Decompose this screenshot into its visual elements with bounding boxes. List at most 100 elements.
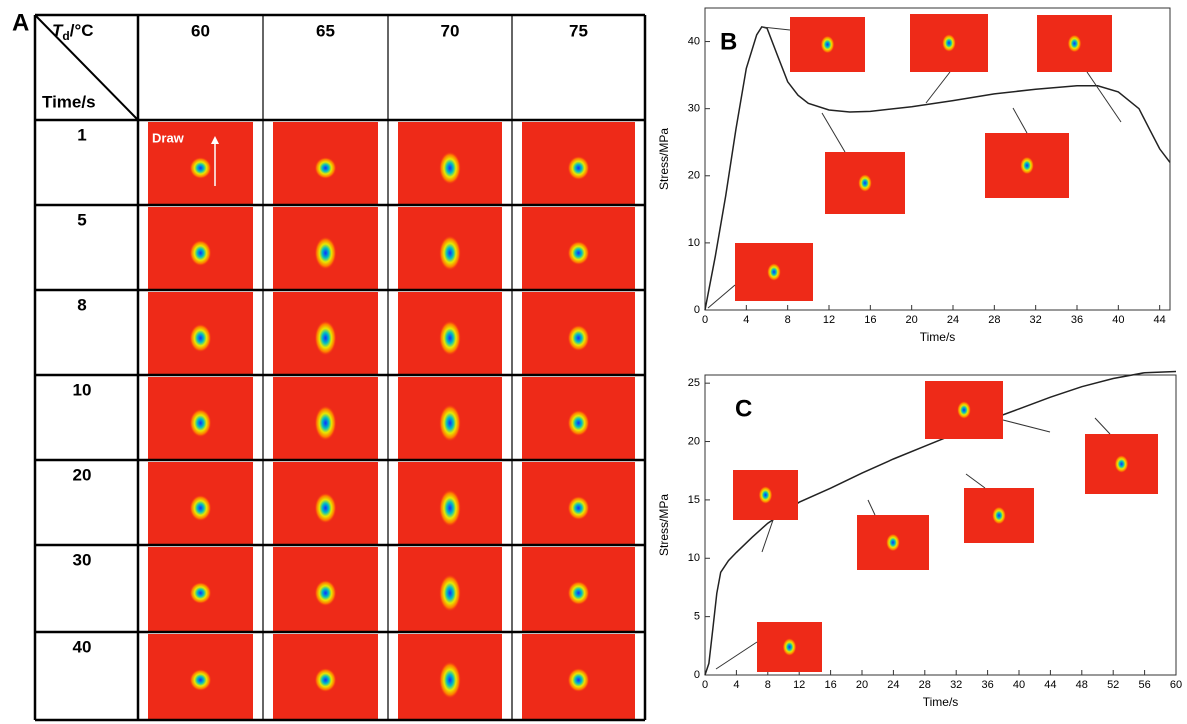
x-tick-label: 16 xyxy=(824,679,836,691)
x-tick-label: 12 xyxy=(823,314,835,326)
pointer-arrow xyxy=(822,113,845,152)
saxs-spot xyxy=(858,174,872,192)
saxs-spot xyxy=(190,157,212,179)
y-tick-label: 10 xyxy=(688,237,700,249)
saxs-spot xyxy=(568,581,590,605)
x-tick-label: 12 xyxy=(793,679,805,691)
saxs-spot xyxy=(759,486,773,504)
pointer-arrow xyxy=(716,642,757,669)
y-tick-label: 5 xyxy=(694,611,700,623)
column-label: 70 xyxy=(441,21,460,40)
x-tick-label: 4 xyxy=(743,314,749,326)
y-tick-label: 20 xyxy=(688,170,700,182)
y-axis-title: Stress/MPa xyxy=(657,128,671,190)
saxs-spot xyxy=(568,156,590,180)
x-axis-title: Time/s xyxy=(920,330,956,344)
column-label: 75 xyxy=(569,21,588,40)
panel-label: C xyxy=(735,395,752,422)
y-tick-label: 15 xyxy=(688,494,700,506)
pointer-arrow xyxy=(1087,72,1121,122)
saxs-spot xyxy=(568,668,590,692)
column-label: 65 xyxy=(316,21,335,40)
saxs-spot xyxy=(315,580,337,606)
pointer-arrow xyxy=(708,285,735,308)
row-label: 30 xyxy=(73,550,92,569)
pointer-arrow xyxy=(1003,420,1050,432)
saxs-spot xyxy=(439,320,461,355)
row-label: 10 xyxy=(73,380,92,399)
panel-label: A xyxy=(12,9,29,36)
x-tick-label: 32 xyxy=(950,679,962,691)
saxs-spot xyxy=(942,34,956,52)
y-tick-label: 0 xyxy=(694,669,700,681)
x-tick-label: 0 xyxy=(702,679,708,691)
x-tick-label: 20 xyxy=(906,314,918,326)
saxs-spot xyxy=(315,668,337,692)
y-tick-label: 20 xyxy=(688,435,700,447)
y-tick-label: 25 xyxy=(688,377,700,389)
saxs-spot xyxy=(190,582,212,604)
y-tick-label: 0 xyxy=(694,304,700,316)
saxs-spot xyxy=(439,152,461,185)
x-tick-label: 8 xyxy=(785,314,791,326)
saxs-spot xyxy=(315,237,337,270)
saxs-spot xyxy=(439,574,461,611)
row-label: 5 xyxy=(77,210,86,229)
column-label: 60 xyxy=(191,21,210,40)
pointer-arrow xyxy=(868,500,875,515)
x-tick-label: 0 xyxy=(702,314,708,326)
x-tick-label: 16 xyxy=(864,314,876,326)
x-tick-label: 44 xyxy=(1044,679,1056,691)
saxs-spot xyxy=(439,235,461,270)
x-tick-label: 28 xyxy=(919,679,931,691)
pointer-arrow xyxy=(762,520,773,552)
x-tick-label: 56 xyxy=(1138,679,1150,691)
x-tick-label: 60 xyxy=(1170,679,1182,691)
x-tick-label: 24 xyxy=(887,679,899,691)
x-tick-label: 52 xyxy=(1107,679,1119,691)
pointer-arrow xyxy=(926,72,950,103)
saxs-spot xyxy=(315,157,337,179)
x-tick-label: 24 xyxy=(947,314,959,326)
x-tick-label: 8 xyxy=(765,679,771,691)
x-tick-label: 40 xyxy=(1112,314,1124,326)
row-label: 20 xyxy=(73,465,92,484)
saxs-spot xyxy=(190,324,212,353)
saxs-spot xyxy=(190,240,212,266)
y-tick-label: 30 xyxy=(688,103,700,115)
row-label: 1 xyxy=(77,125,86,144)
x-tick-label: 44 xyxy=(1154,314,1166,326)
x-tick-label: 20 xyxy=(856,679,868,691)
row-label: 40 xyxy=(73,637,92,656)
saxs-spot xyxy=(783,638,797,656)
unit: /°C xyxy=(70,21,94,40)
saxs-spot xyxy=(1020,157,1034,175)
x-tick-label: 36 xyxy=(1071,314,1083,326)
y-axis-title: Stress/MPa xyxy=(657,494,671,556)
saxs-spot xyxy=(767,263,781,281)
saxs-spot xyxy=(315,493,337,524)
saxs-spot xyxy=(315,320,337,355)
saxs-spot xyxy=(886,534,900,552)
y-tick-label: 40 xyxy=(688,35,700,47)
saxs-spot xyxy=(568,410,590,436)
saxs-spot xyxy=(568,496,590,520)
corner-header: Td/°C xyxy=(52,21,94,43)
saxs-spot xyxy=(821,36,835,54)
subscript: d xyxy=(62,29,69,43)
saxs-spot xyxy=(439,489,461,526)
saxs-spot xyxy=(190,495,212,521)
saxs-spot xyxy=(190,409,212,438)
x-tick-label: 32 xyxy=(1030,314,1042,326)
saxs-spot xyxy=(957,401,971,419)
row-label: 8 xyxy=(77,295,86,314)
saxs-spot xyxy=(568,241,590,265)
x-tick-label: 48 xyxy=(1076,679,1088,691)
y-tick-label: 10 xyxy=(688,552,700,564)
x-tick-label: 36 xyxy=(981,679,993,691)
saxs-spot xyxy=(315,405,337,440)
x-axis-title: Time/s xyxy=(923,695,959,709)
figure: A Td/°C Time/s 1581020304060657075Draw04… xyxy=(0,0,1187,724)
saxs-spot xyxy=(992,507,1006,525)
x-tick-label: 4 xyxy=(733,679,739,691)
